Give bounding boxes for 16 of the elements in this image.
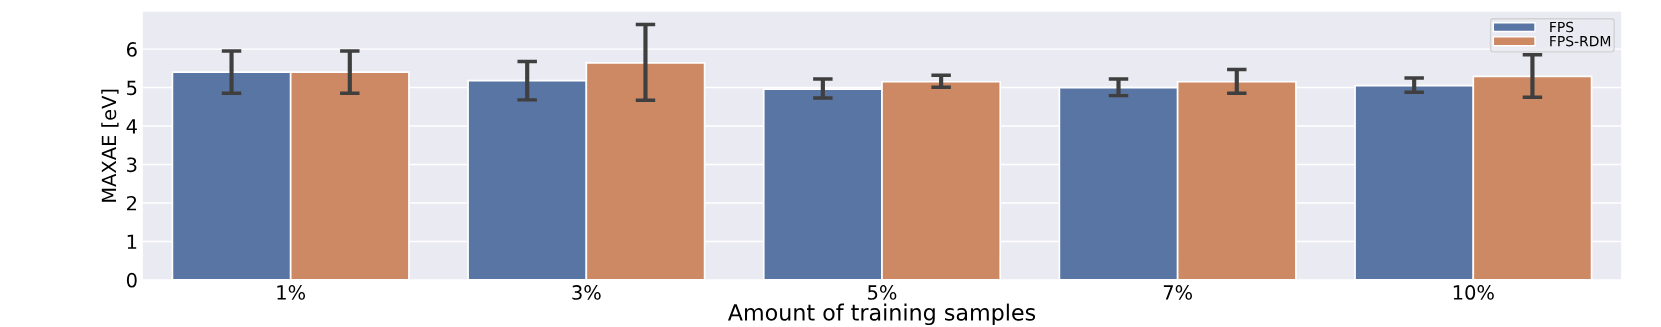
y-tick-label: 1 [127, 234, 137, 249]
x-tick-label: 3% [572, 285, 601, 300]
y-axis-title: MAXAE [eV] [101, 89, 119, 202]
legend-label: FPS-RDM [1550, 35, 1611, 47]
legend-label: FPS [1550, 21, 1574, 33]
x-tick-label: 7% [1163, 285, 1192, 300]
x-tick-label: 5% [868, 285, 897, 300]
x-axis-title: Amount of training samples [727, 303, 1036, 326]
y-tick-label: 0 [126, 272, 137, 288]
x-tick-label: 10% [1453, 285, 1494, 300]
y-tick-label: 3 [127, 157, 137, 173]
y-tick-label: 6 [126, 42, 137, 57]
x-tick-label: 1% [277, 285, 306, 300]
y-tick-label: 2 [127, 195, 137, 211]
y-tick-label: 5 [127, 80, 137, 96]
y-tick-label: 4 [126, 119, 137, 134]
